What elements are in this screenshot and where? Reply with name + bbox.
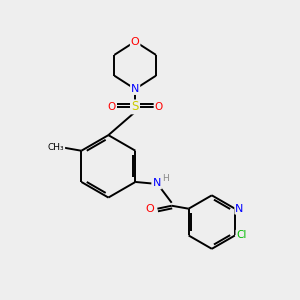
Text: O: O — [107, 102, 116, 112]
Text: Cl: Cl — [236, 230, 247, 241]
Text: N: N — [153, 178, 161, 188]
Text: CH₃: CH₃ — [48, 143, 64, 152]
Text: O: O — [154, 102, 163, 112]
Text: O: O — [131, 37, 140, 46]
Text: N: N — [131, 84, 139, 94]
Text: O: O — [145, 204, 154, 214]
Text: S: S — [131, 100, 139, 113]
Text: H: H — [162, 175, 169, 184]
Text: N: N — [235, 204, 244, 214]
